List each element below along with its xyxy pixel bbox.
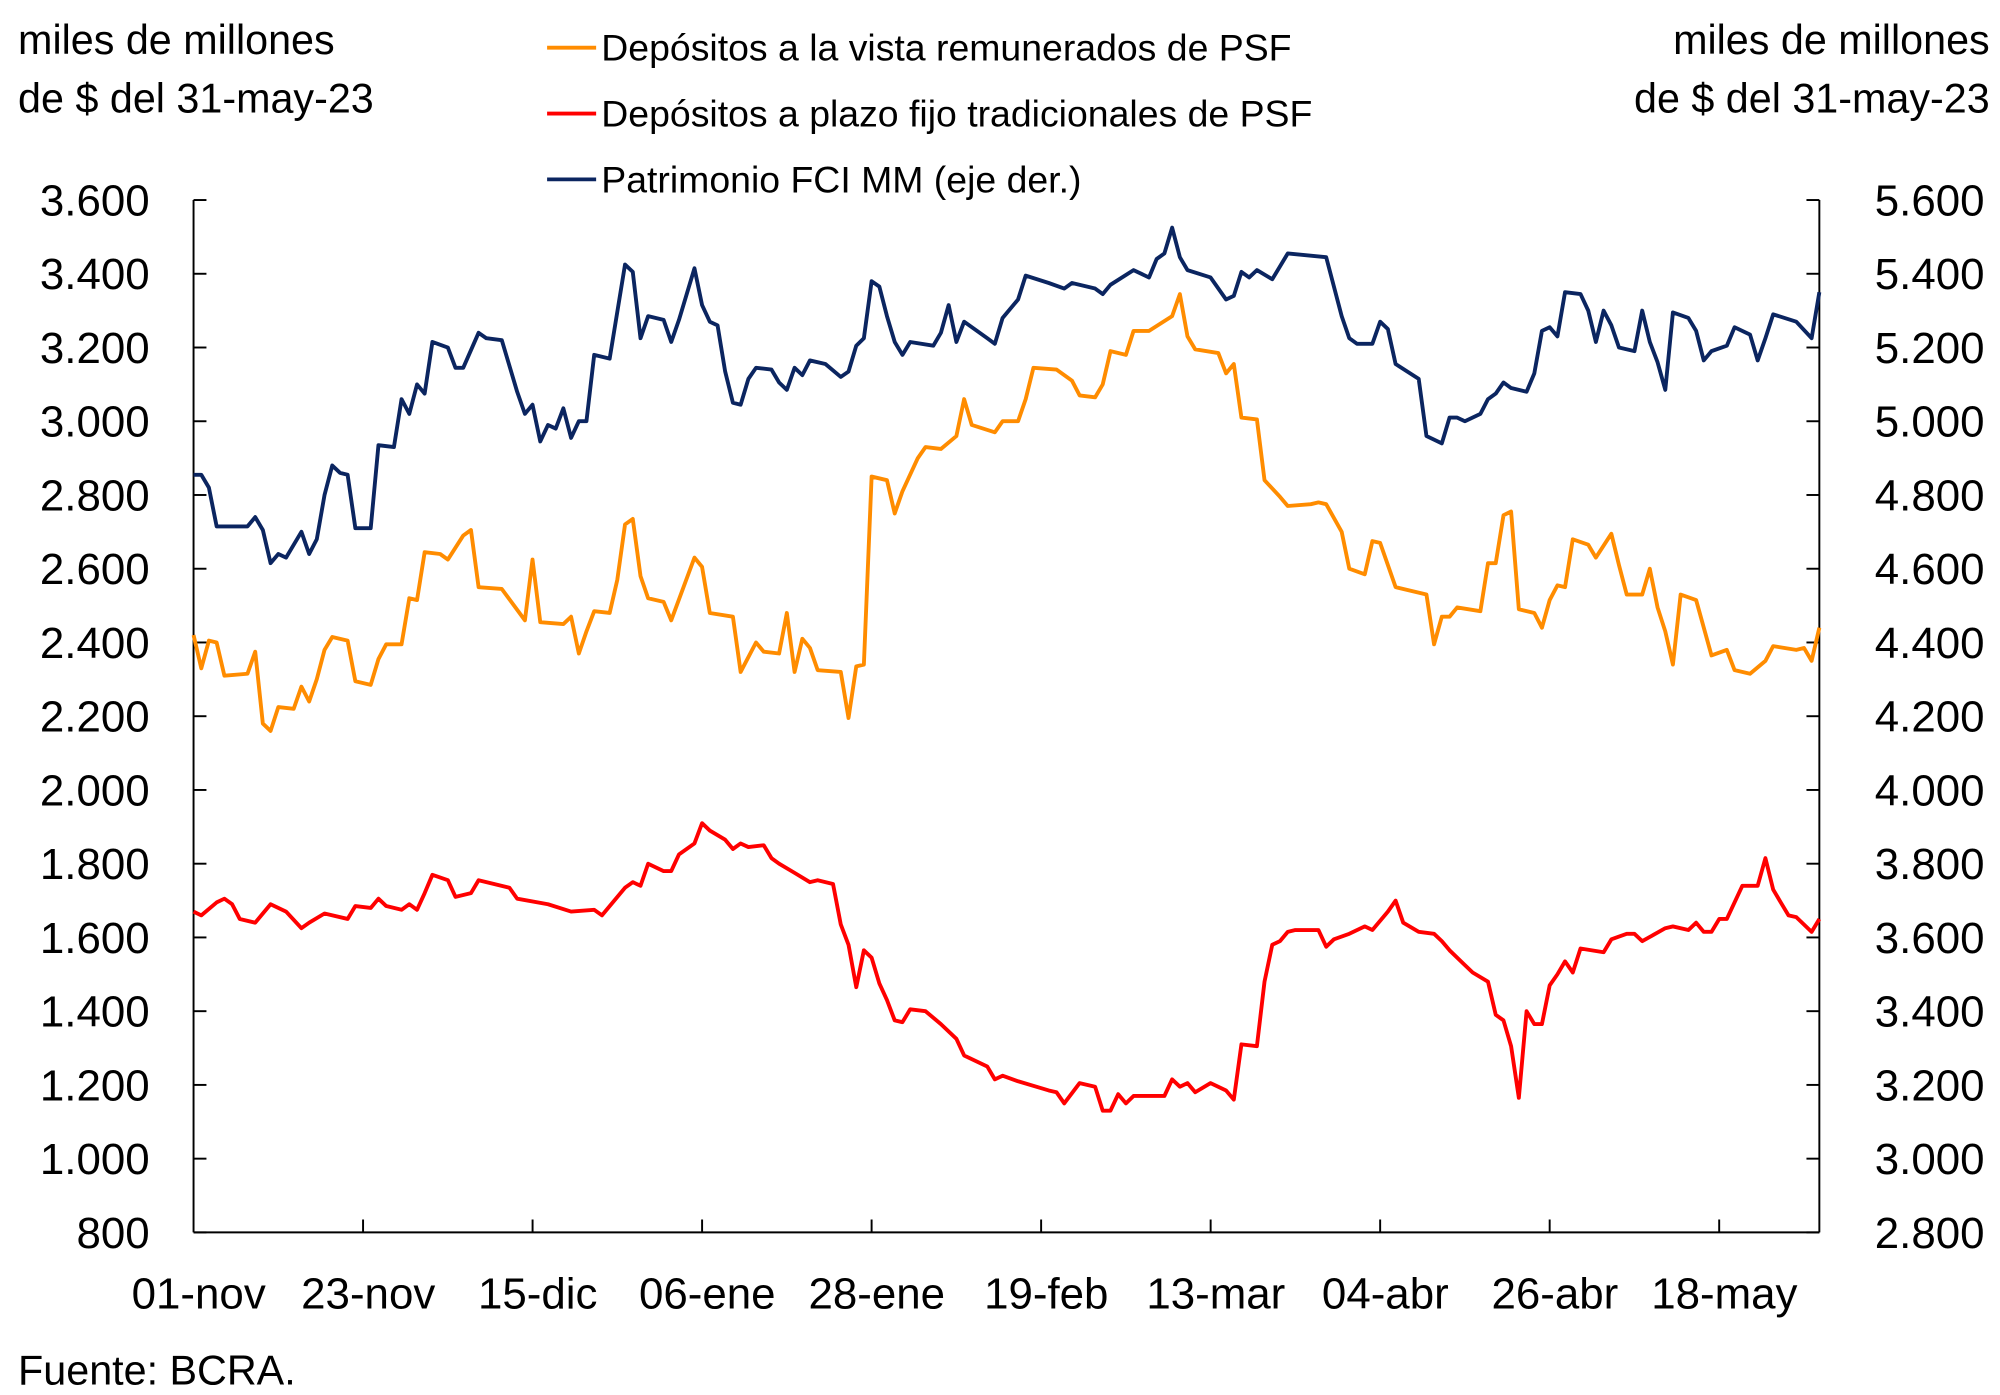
- right-tick-label: 5.200: [1875, 324, 1985, 373]
- x-tick-label: 23-nov: [301, 1270, 435, 1319]
- x-tick-label: 13-mar: [1146, 1270, 1285, 1319]
- source-note: Fuente: BCRA.: [18, 1348, 296, 1394]
- left-tick-label: 1.000: [40, 1135, 150, 1184]
- left-tick-label: 1.600: [40, 914, 150, 963]
- right-tick-label: 3.000: [1875, 1135, 1985, 1184]
- right-tick-label: 3.400: [1875, 988, 1985, 1037]
- right-tick-label: 3.600: [1875, 914, 1985, 963]
- right-tick-label: 3.800: [1875, 840, 1985, 889]
- axes: 3.600 3.400 3.200 3.000 2.800 2.600 2.400 2.200…: [40, 177, 1985, 1319]
- series-line-vista: [191, 292, 1822, 733]
- left-tick-label: 1.200: [40, 1061, 150, 1110]
- right-tick-label: 3.200: [1875, 1061, 1985, 1110]
- right-axis-title-line1: miles de millones: [1673, 17, 1990, 63]
- left-tick-label: 2.200: [40, 693, 150, 742]
- left-tick-label: 3.000: [40, 398, 150, 447]
- legend: Depósitos a la vista remunerados de PSF …: [547, 27, 1312, 200]
- x-tick-label: 01-nov: [132, 1270, 266, 1319]
- right-tick-label: 2.800: [1875, 1209, 1985, 1258]
- series-lines: [191, 225, 1822, 1113]
- left-tick-label: 2.400: [40, 619, 150, 668]
- x-tick-label: 18-may: [1651, 1270, 1797, 1319]
- right-tick-label: 5.600: [1875, 177, 1985, 226]
- left-tick-label: 3.200: [40, 324, 150, 373]
- left-tick-label: 1.400: [40, 988, 150, 1037]
- legend-label-fci: Patrimonio FCI MM (eje der.): [601, 158, 1081, 200]
- right-tick-label: 4.200: [1875, 693, 1985, 742]
- right-axis-title-line2: de $ del 31-may-23: [1634, 75, 1990, 121]
- x-tick-label: 19-feb: [984, 1270, 1108, 1319]
- left-tick-label: 2.800: [40, 471, 150, 520]
- right-tick-label: 4.600: [1875, 545, 1985, 594]
- right-tick-label: 4.000: [1875, 766, 1985, 815]
- right-tick-label: 4.800: [1875, 471, 1985, 520]
- x-tick-label: 28-ene: [808, 1270, 945, 1319]
- left-axis-title-line2: de $ del 31-may-23: [18, 75, 374, 121]
- right-tick-label: 5.400: [1875, 250, 1985, 299]
- series-line-plazo-fijo: [192, 821, 1822, 1113]
- left-tick-label: 3.400: [40, 250, 150, 299]
- legend-label-vista: Depósitos a la vista remunerados de PSF: [601, 27, 1291, 69]
- left-axis-title-line1: miles de millones: [18, 17, 335, 63]
- x-tick-label: 06-ene: [639, 1270, 776, 1319]
- x-tick-label: 04-abr: [1322, 1270, 1449, 1319]
- series-line-fci: [193, 225, 1822, 566]
- left-tick-label: 1.800: [40, 840, 150, 889]
- right-tick-label: 5.000: [1875, 398, 1985, 447]
- left-tick-label: 3.600: [40, 177, 150, 226]
- left-tick-label: 800: [76, 1209, 149, 1258]
- x-tick-label: 15-dic: [478, 1270, 597, 1319]
- left-tick-label: 2.600: [40, 545, 150, 594]
- left-tick-label: 2.000: [40, 766, 150, 815]
- right-tick-label: 4.400: [1875, 619, 1985, 668]
- x-tick-label: 26-abr: [1491, 1270, 1618, 1319]
- legend-label-plazo-fijo: Depósitos a plazo fijo tradicionales de …: [601, 92, 1312, 134]
